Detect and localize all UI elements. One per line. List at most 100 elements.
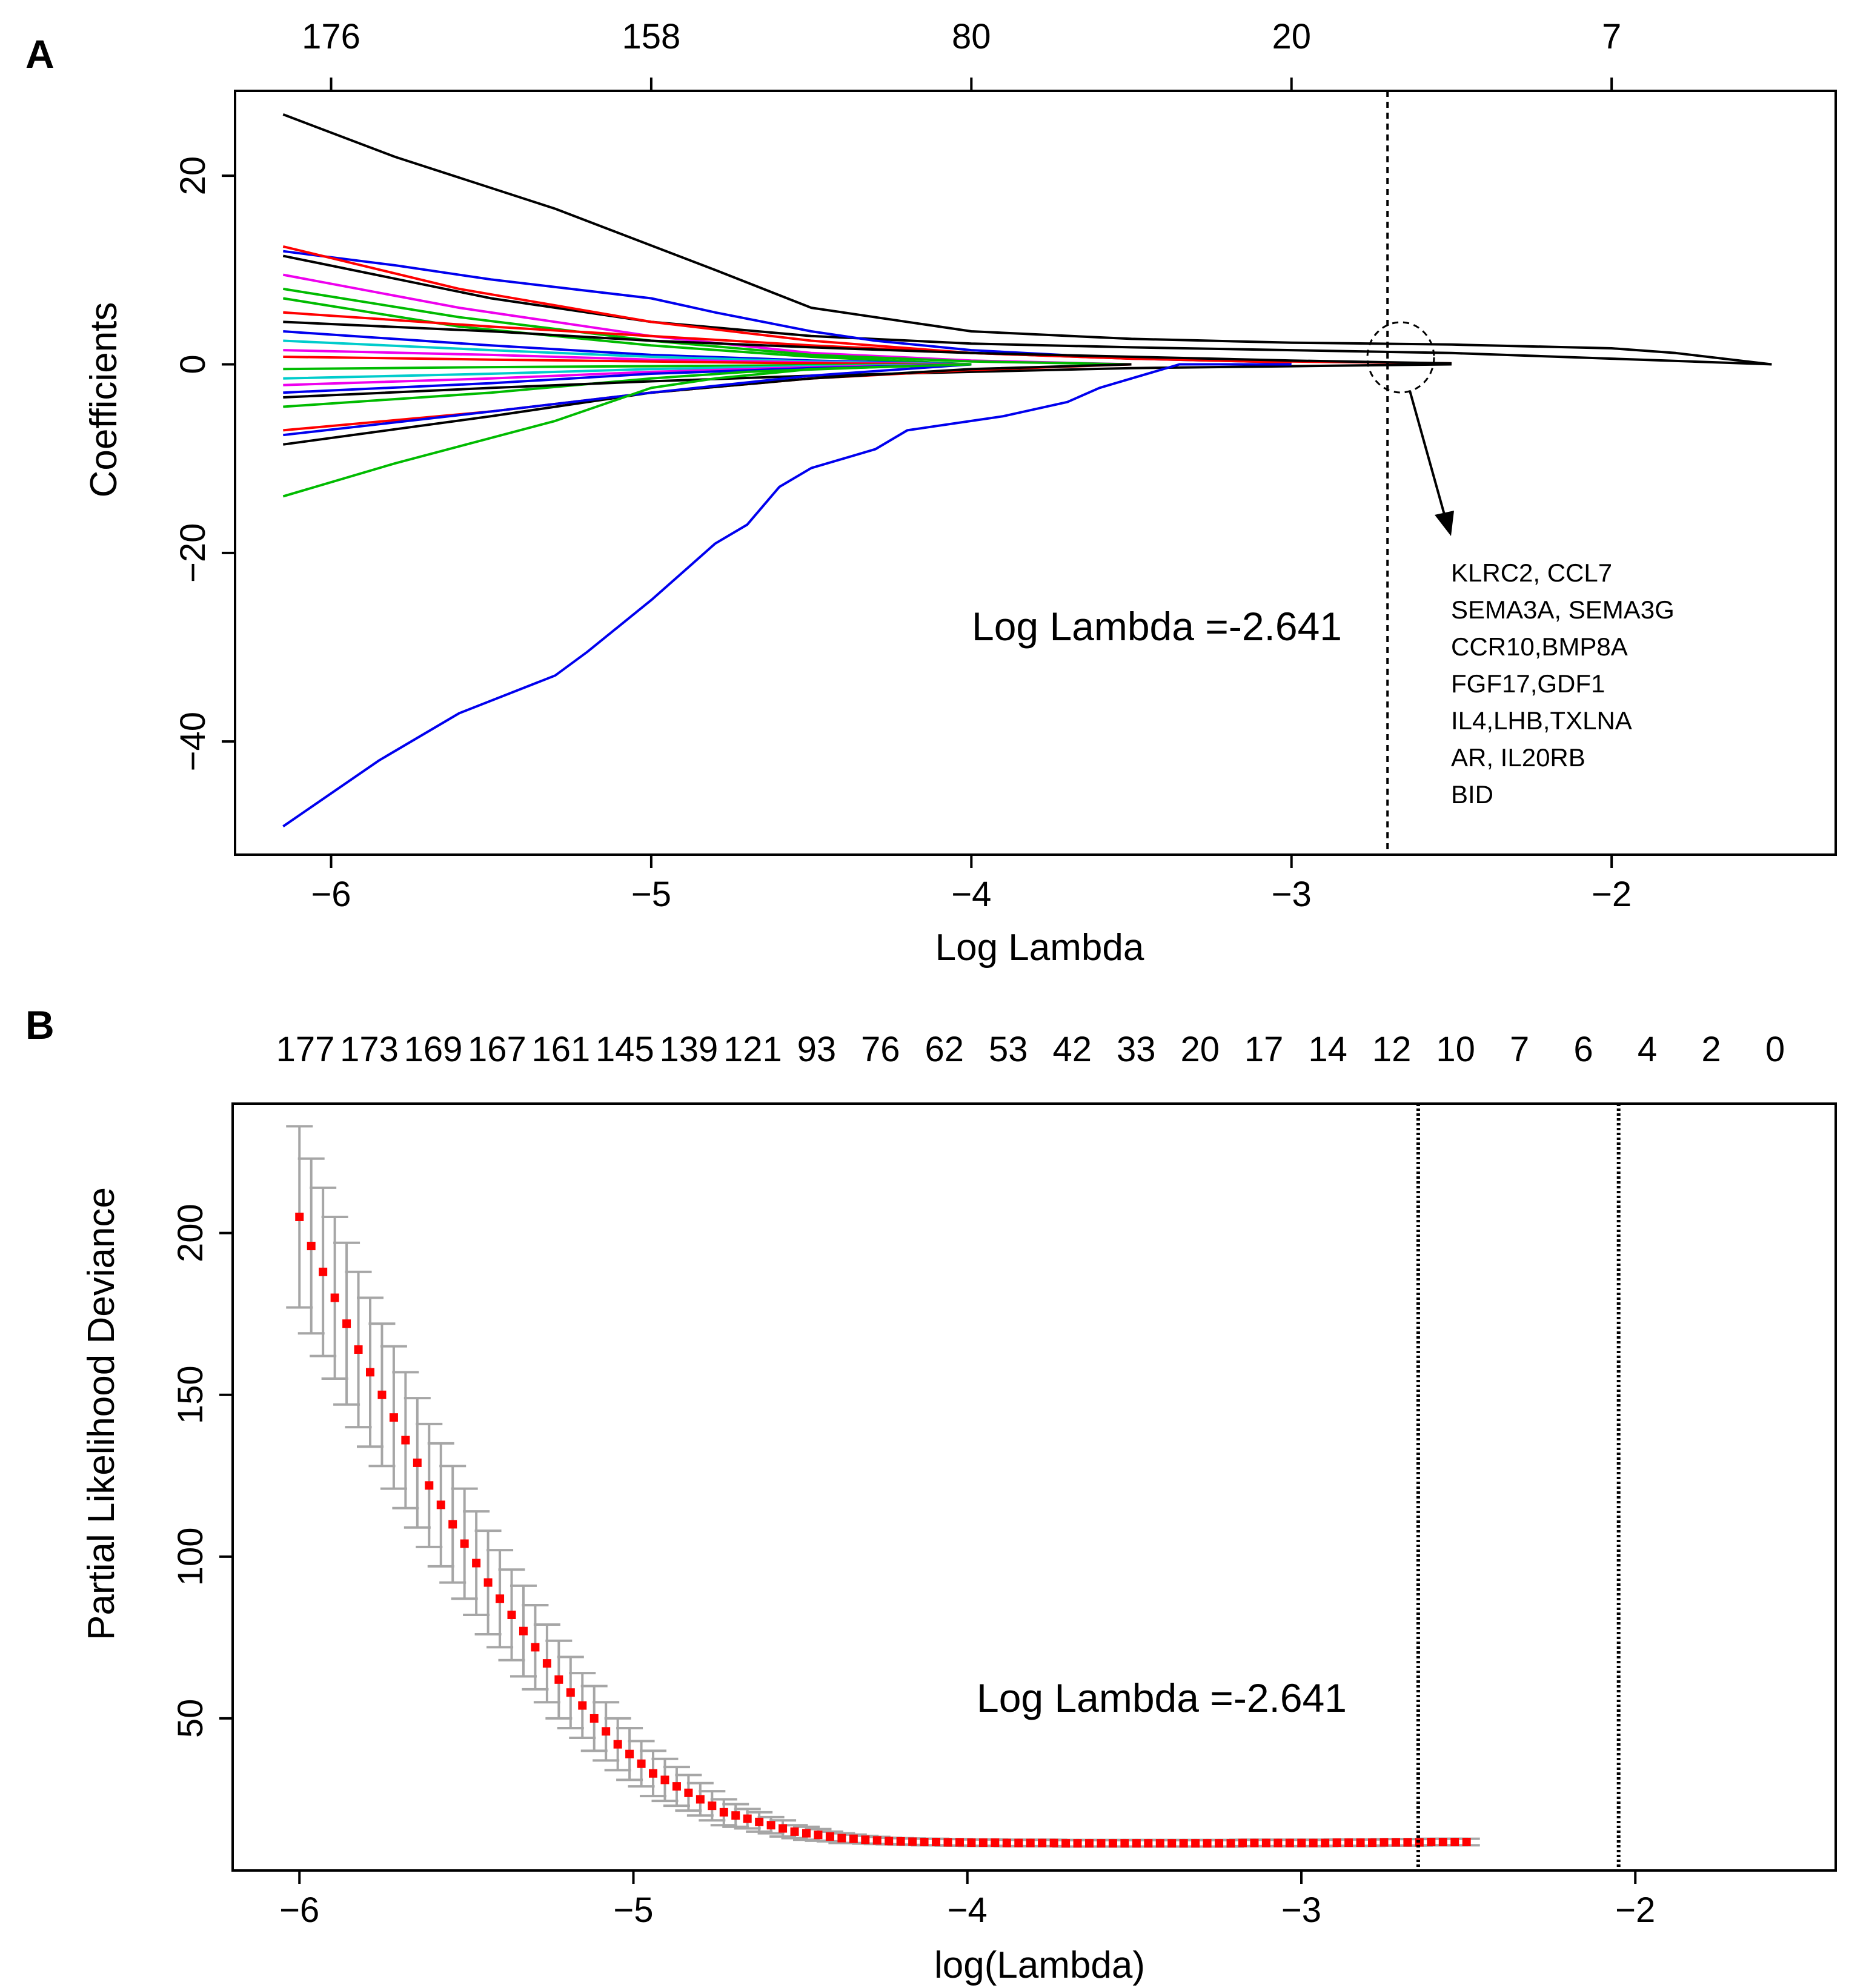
cv-mean-point [755,1817,764,1826]
cv-mean-point [519,1626,528,1635]
panel-b-top-count-label: 177 [276,1030,335,1069]
cv-mean-point [1038,1838,1047,1847]
selected-gene-line: BID [1451,780,1493,809]
selected-gene-line: AR, IL20RB [1451,743,1585,772]
cv-mean-point [401,1436,410,1445]
cv-mean-point [496,1594,505,1603]
panel-b-lambda-annotation: Log Lambda =-2.641 [977,1675,1347,1720]
panel-a-letter: A [25,31,55,76]
cv-mean-point [1144,1839,1153,1848]
cv-mean-point [1155,1839,1164,1848]
cv-mean-point [849,1834,858,1843]
cv-mean-point [1427,1837,1436,1846]
cv-mean-point [861,1835,870,1844]
cv-mean-point [1368,1838,1377,1847]
selection-circle-marker [1366,321,1435,394]
cv-mean-point [779,1824,788,1833]
cv-mean-point [696,1795,705,1804]
panel-a-x-tick-label: −4 [951,875,991,914]
coefficient-path-5 [282,287,1132,366]
panel-b-top-count-label: 62 [925,1030,965,1069]
panel-a-axes: −6 −5 −4 −3 −2 −40 −20 0 20 176 158 80 20 7 [173,17,1837,914]
panel-b-top-count-label: 42 [1052,1030,1092,1069]
coefficient-path-0 [282,113,1772,366]
cv-mean-point [531,1643,540,1652]
cv-mean-point [1273,1838,1283,1847]
panel-b-y-axis-title: Partial Likelihood Deviance [81,1187,122,1640]
cv-mean-points [295,1212,1471,1848]
cv-mean-point [908,1837,917,1846]
panel-b-x-tick-label: −2 [1615,1890,1655,1930]
panel-b-x-tick-label: −5 [613,1890,653,1930]
cv-mean-point [1285,1838,1294,1847]
cv-mean-point [566,1688,575,1697]
cv-mean-point [814,1831,823,1840]
coefficient-paths [282,113,1772,827]
panel-b-top-count-label: 12 [1372,1030,1412,1069]
panel-a-x-tick-label: −5 [631,875,671,914]
cv-mean-point [1261,1838,1270,1847]
cv-mean-point [1108,1839,1117,1848]
coefficient-path-panel: A −6 −5 −4 −3 −2 −40 −20 0 20 176 158 80 20 7 Log Lam… [25,17,1837,969]
selected-gene-line: IL4,LHB,TXLNA [1451,706,1632,735]
panel-b-top-count-label: 7 [1510,1030,1529,1069]
panel-a-top-tick-label: 7 [1602,17,1621,56]
cv-mean-point [1002,1838,1011,1847]
cv-mean-point [625,1749,634,1758]
panel-a-y-tick-label: 20 [173,156,213,196]
coefficient-path-6 [282,297,972,366]
cv-mean-point [943,1838,952,1847]
cv-mean-point [1438,1837,1447,1846]
cv-mean-point [1026,1838,1035,1847]
panel-b-top-count-label: 53 [989,1030,1028,1069]
cv-mean-point [920,1837,929,1846]
panel-a-top-tick-label: 80 [952,17,991,56]
selected-gene-line: KLRC2, CCL7 [1451,558,1612,587]
cv-mean-point [1332,1838,1341,1847]
panel-b-y-tick-label: 150 [171,1365,210,1424]
selection-arrow-head [1435,511,1454,536]
coefficient-path-22 [282,363,972,498]
cv-mean-point [425,1481,434,1490]
cv-mean-point [1450,1837,1459,1846]
panel-b-top-count-label: 145 [596,1030,654,1069]
cv-mean-point [354,1345,363,1354]
panel-a-plot-frame [234,90,1837,856]
cv-mean-point [731,1811,740,1820]
panel-b-y-tick-label: 100 [171,1527,210,1586]
panel-a-x-tick-label: −2 [1592,875,1632,914]
cv-mean-point [1097,1839,1106,1848]
cv-mean-point [660,1775,669,1784]
cv-mean-point [460,1539,469,1548]
cv-mean-point [377,1390,387,1399]
cv-mean-point [684,1788,693,1797]
panel-b-x-axis-title: log(Lambda) [934,1944,1145,1986]
cv-mean-point [790,1827,799,1836]
cv-mean-point [802,1829,811,1838]
cv-mean-point [1356,1838,1365,1847]
panel-b-top-count-label: 33 [1117,1030,1156,1069]
panel-b-top-count-label: 0 [1765,1030,1785,1069]
cv-mean-point [1085,1839,1094,1848]
cv-mean-point [1226,1839,1235,1848]
panel-b-top-count-label: 173 [340,1030,399,1069]
panel-b-top-count-label: 14 [1308,1030,1347,1069]
cv-mean-point [483,1578,493,1587]
cv-mean-point [708,1801,717,1811]
panel-b-top-count-label: 169 [404,1030,463,1069]
cv-mean-point [413,1458,422,1467]
cv-mean-point [1120,1839,1129,1848]
cv-mean-point [1167,1839,1177,1848]
cv-mean-point [1462,1837,1471,1846]
cv-mean-point [1014,1838,1023,1847]
cv-mean-point [578,1701,587,1710]
cv-mean-point [602,1727,611,1736]
cv-mean-point [896,1837,905,1846]
cv-mean-point [743,1814,752,1823]
cv-mean-point [1191,1839,1200,1848]
cv-mean-point [330,1293,339,1302]
cv-mean-point [589,1714,599,1723]
panel-b-top-count-label: 139 [659,1030,718,1069]
